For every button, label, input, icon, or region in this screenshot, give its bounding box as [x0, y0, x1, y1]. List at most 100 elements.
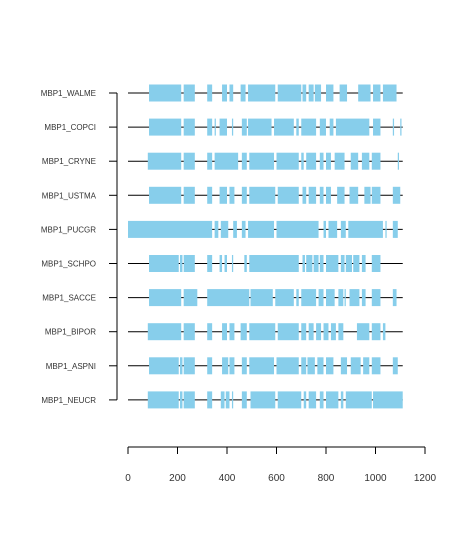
aligned-block [308, 84, 314, 102]
aligned-block [301, 323, 307, 341]
aligned-block [301, 152, 304, 170]
aligned-block [301, 357, 307, 375]
sequence-label: MBP1_NEUCR [41, 396, 96, 405]
aligned-block [128, 220, 213, 238]
aligned-block [353, 255, 360, 272]
aligned-block [241, 186, 247, 204]
aligned-block [302, 255, 305, 272]
aligned-block [225, 391, 230, 409]
aligned-block [371, 255, 381, 272]
sequence-label: MBP1_ASPNI [46, 362, 96, 371]
aligned-block [183, 186, 195, 204]
aligned-block [400, 118, 402, 136]
aligned-block [326, 152, 331, 170]
aligned-block [222, 84, 227, 102]
aligned-block [183, 152, 195, 170]
aligned-block [340, 357, 348, 375]
aligned-block [319, 152, 324, 170]
aligned-block [241, 118, 247, 136]
aligned-block [319, 186, 324, 204]
aligned-block [147, 323, 182, 341]
aligned-block [149, 84, 182, 102]
sequence-row [128, 289, 403, 307]
aligned-block [149, 118, 182, 136]
aligned-block [277, 186, 299, 204]
aligned-block [392, 289, 397, 307]
x-tick-label: 400 [219, 473, 236, 484]
aligned-block [250, 289, 273, 307]
aligned-block [306, 255, 313, 272]
x-tick-label: 600 [268, 473, 285, 484]
aligned-block [179, 391, 183, 409]
aligned-block [319, 255, 324, 272]
aligned-block [349, 186, 359, 204]
sequence-row [128, 152, 403, 170]
aligned-block [344, 289, 346, 307]
aligned-block [319, 391, 324, 409]
x-tick-label: 1000 [364, 473, 387, 484]
aligned-block [183, 391, 195, 409]
aligned-block [330, 323, 336, 341]
aligned-block [207, 391, 213, 409]
sequence-label: MBP1_CRYNE [42, 157, 96, 166]
aligned-block [358, 84, 371, 102]
aligned-block [207, 357, 213, 375]
aligned-block [149, 186, 182, 204]
aligned-block [249, 323, 276, 341]
aligned-block [276, 220, 319, 238]
aligned-block [229, 357, 235, 375]
sequence-label: MBP1_WALME [41, 89, 96, 98]
aligned-block [361, 289, 366, 307]
aligned-block [179, 255, 183, 272]
aligned-block [326, 391, 339, 409]
aligned-block [308, 391, 317, 409]
aligned-block [319, 118, 326, 136]
sequence-label: MBP1_SCHPO [41, 260, 96, 269]
aligned-block [340, 220, 346, 238]
aligned-block [240, 84, 246, 102]
aligned-block [326, 186, 331, 204]
aligned-block [149, 289, 182, 307]
aligned-block [385, 220, 387, 238]
aligned-block [222, 323, 227, 341]
aligned-block [277, 391, 302, 409]
aligned-block [231, 118, 234, 136]
aligned-block [373, 391, 403, 409]
x-tick-label: 0 [125, 473, 131, 484]
aligned-block [207, 84, 213, 102]
aligned-block [306, 152, 317, 170]
aligned-block [338, 323, 344, 341]
sequence-label: MBP1_BIPOR [45, 328, 96, 337]
aligned-block [248, 118, 272, 136]
aligned-block [183, 323, 195, 341]
x-tick-label: 200 [169, 473, 186, 484]
aligned-block [277, 84, 302, 102]
aligned-block [316, 323, 322, 341]
aligned-block [363, 357, 370, 375]
aligned-block [248, 84, 276, 102]
aligned-block [219, 255, 223, 272]
aligned-block [241, 152, 247, 170]
aligned-block [307, 357, 315, 375]
aligned-block [249, 255, 299, 272]
aligned-block [276, 152, 299, 170]
aligned-block [274, 118, 294, 136]
aligned-block [241, 357, 247, 375]
aligned-block [249, 186, 276, 204]
sequence-label: MBP1_PUCGR [41, 225, 96, 234]
aligned-block [219, 186, 227, 204]
aligned-block [207, 118, 213, 136]
aligned-block [356, 323, 370, 341]
aligned-block [183, 357, 195, 375]
x-axis: 0 200 400 600 800 1000 1200 [125, 446, 437, 484]
aligned-block [308, 186, 317, 204]
aligned-block [147, 391, 179, 409]
aligned-block [345, 255, 352, 272]
aligned-block [301, 289, 317, 307]
aligned-block [248, 220, 275, 238]
aligned-block [371, 357, 381, 375]
sequence-row [128, 323, 403, 341]
aligned-block [323, 220, 326, 238]
aligned-block [214, 118, 216, 136]
